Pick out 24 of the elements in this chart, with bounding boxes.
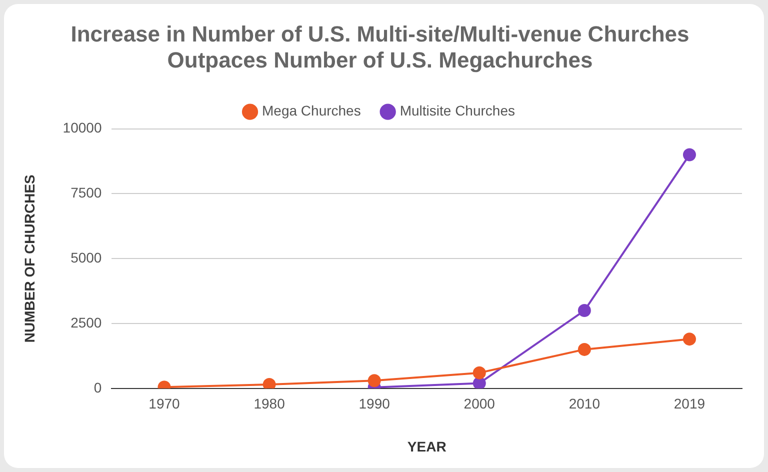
y-tick-label: 2500 bbox=[70, 314, 102, 330]
x-tick-label: 1970 bbox=[148, 396, 180, 412]
chart-title: Increase in Number of U.S. Multi-site/Multi-venue Churches Outpaces Number of U.S. Megachurches bbox=[70, 21, 690, 73]
point bbox=[578, 304, 591, 318]
x-tick-label: 1990 bbox=[358, 396, 390, 412]
y-tick-label: 5000 bbox=[70, 249, 102, 266]
x-axis-title: YEAR bbox=[407, 438, 446, 454]
y-tick-label: 10000 bbox=[62, 120, 102, 136]
point bbox=[262, 378, 276, 388]
point bbox=[682, 332, 696, 346]
y-tick-label: 7500 bbox=[70, 184, 102, 201]
point bbox=[472, 376, 486, 388]
x-tick-label: 2019 bbox=[674, 396, 706, 412]
y-axis-title: NUMBER OF CHURCHES bbox=[21, 174, 38, 343]
point bbox=[682, 148, 696, 162]
y-tick-label: 0 bbox=[94, 379, 102, 396]
point bbox=[472, 366, 486, 380]
legend-label: Mega Churches bbox=[262, 102, 361, 119]
point bbox=[578, 342, 591, 356]
x-tick-label: 2010 bbox=[568, 396, 600, 412]
legend-label: Multisite Churches bbox=[400, 102, 515, 119]
x-tick-label: 1980 bbox=[254, 396, 286, 412]
x-tick-label: 2000 bbox=[464, 396, 496, 412]
point bbox=[368, 374, 381, 388]
